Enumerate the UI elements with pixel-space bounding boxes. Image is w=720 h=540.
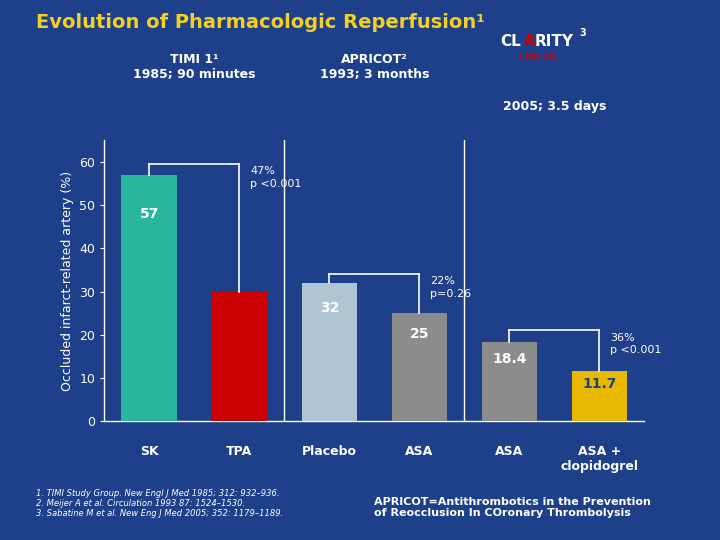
Text: 22%
p=0.26: 22% p=0.26 bbox=[431, 276, 472, 299]
Bar bbox=[482, 342, 537, 421]
Text: ASA: ASA bbox=[405, 445, 433, 458]
Bar bbox=[302, 283, 357, 421]
Text: Placebo: Placebo bbox=[302, 445, 357, 458]
Text: TIMI 1¹
1985; 90 minutes: TIMI 1¹ 1985; 90 minutes bbox=[133, 53, 256, 81]
Text: 2005; 3.5 days: 2005; 3.5 days bbox=[503, 100, 606, 113]
Text: 32: 32 bbox=[320, 301, 339, 315]
Text: ASA +
clopidogrel: ASA + clopidogrel bbox=[560, 445, 639, 473]
Bar bbox=[122, 175, 177, 421]
Text: A: A bbox=[523, 33, 535, 49]
Text: TIMI 28: TIMI 28 bbox=[518, 53, 556, 62]
Text: APRICOT²
1993; 3 months: APRICOT² 1993; 3 months bbox=[320, 53, 429, 81]
Text: 11.7: 11.7 bbox=[582, 377, 616, 391]
Bar bbox=[572, 370, 627, 421]
Bar bbox=[392, 313, 447, 421]
Text: TPA: TPA bbox=[226, 445, 253, 458]
Bar bbox=[212, 292, 267, 421]
Text: 25: 25 bbox=[410, 327, 429, 341]
Text: 3: 3 bbox=[580, 28, 586, 38]
Text: 57: 57 bbox=[140, 207, 159, 221]
Y-axis label: Occluded infarct-related artery (%): Occluded infarct-related artery (%) bbox=[60, 171, 74, 391]
Text: 18.4: 18.4 bbox=[492, 352, 526, 366]
Text: SK: SK bbox=[140, 445, 158, 458]
Text: CL: CL bbox=[500, 33, 521, 49]
Text: APRICOT=Antithrombotics in the Prevention
of Reocclusion In COronary Thrombolysi: APRICOT=Antithrombotics in the Preventio… bbox=[374, 497, 652, 518]
Text: ASA: ASA bbox=[495, 445, 523, 458]
Text: 30: 30 bbox=[230, 308, 249, 322]
Text: Evolution of Pharmacologic Reperfusion¹: Evolution of Pharmacologic Reperfusion¹ bbox=[36, 14, 485, 32]
Text: 36%
p <0.001: 36% p <0.001 bbox=[611, 333, 662, 355]
Text: RITY: RITY bbox=[535, 33, 574, 49]
Text: 1. TIMI Study Group. New Engl J Med 1985; 312: 932–936.
2. Meijer A et al. Circu: 1. TIMI Study Group. New Engl J Med 1985… bbox=[36, 489, 283, 518]
Text: 47%
p <0.001: 47% p <0.001 bbox=[251, 166, 302, 188]
